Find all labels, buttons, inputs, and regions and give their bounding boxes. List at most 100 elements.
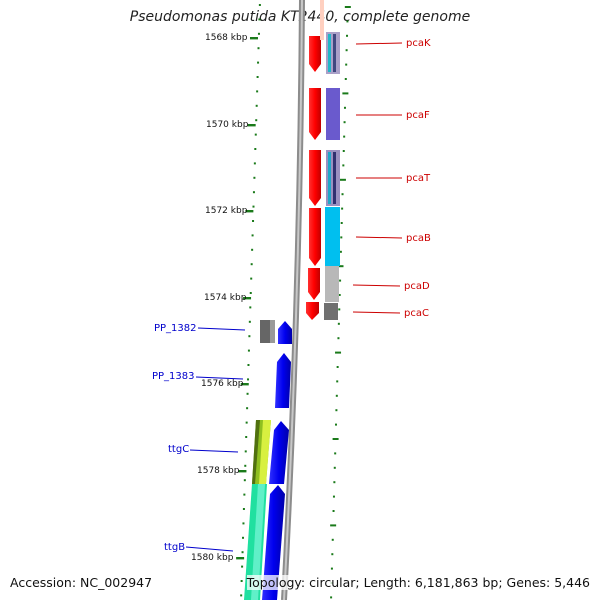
ring-dot [252, 191, 255, 194]
kbp-label: 1578 kbp [197, 466, 240, 476]
ring-dot [257, 32, 260, 35]
kbp-tick [243, 297, 252, 300]
label-leader-lines [185, 42, 403, 552]
kbp-scale [236, 37, 258, 560]
forward-strand-genes [306, 0, 324, 320]
feature-block-pcaF [326, 88, 340, 140]
ring-dot [250, 277, 253, 280]
ring-dot [247, 364, 250, 366]
ring-dot [253, 176, 256, 179]
ring-dot [330, 596, 333, 599]
ring-dot [337, 322, 340, 325]
ring-dot [343, 121, 346, 124]
ring-dot [337, 265, 344, 268]
feature-block-pcaB [325, 207, 340, 266]
gene-arrow-pcaF [309, 88, 321, 140]
leader-line [185, 546, 234, 552]
leader-line [195, 376, 244, 380]
ring-dot [252, 220, 255, 222]
gene-arrow-pcaK [309, 36, 321, 72]
gene-label: pcaF [406, 110, 430, 121]
ring-dot [331, 538, 334, 541]
gene-label: pcaD [404, 281, 430, 292]
ring-dot [246, 392, 249, 395]
ring-dot [333, 466, 336, 469]
gene-arrow-ttgB [262, 485, 285, 600]
ring-dot [334, 423, 337, 426]
ring-dot [339, 250, 342, 253]
ring-dot [332, 510, 335, 512]
gene-arrow-PP_1382 [278, 321, 292, 344]
ring-dot [339, 178, 346, 181]
ring-dot [252, 205, 255, 208]
ring-dot [331, 553, 334, 556]
leader-line [355, 42, 403, 45]
kbp-tick [238, 470, 247, 473]
ring-dot [255, 104, 258, 107]
gene-label: PP_1382 [154, 323, 197, 334]
kbp-label: 1572 kbp [205, 206, 248, 216]
ring-dot [258, 4, 261, 6]
ring-dot [241, 565, 244, 568]
kbp-label: 1570 kbp [206, 120, 249, 130]
ring-dot [251, 248, 254, 251]
ring-dot [248, 335, 251, 338]
ring-dot [335, 409, 338, 412]
ring-dot [345, 63, 348, 66]
outer-tick-ring [240, 4, 261, 597]
kbp-label: 1576 kbp [201, 379, 244, 389]
ring-dot [240, 580, 243, 582]
kbp-label: 1574 kbp [204, 293, 247, 303]
gene-label: pcaC [404, 308, 429, 319]
ring-dot [343, 135, 346, 138]
ring-dot [258, 18, 261, 21]
gene-arrow-PP_1383 [275, 353, 291, 408]
leader-line [197, 327, 246, 331]
reverse-feature-blocks [244, 320, 275, 600]
ring-dot [336, 366, 339, 368]
ring-dot [340, 236, 343, 239]
ring-dot [330, 567, 333, 570]
gene-arrow-pcaD [308, 268, 320, 300]
ring-dot [346, 20, 349, 23]
ring-dot [332, 438, 339, 440]
ring-dot [244, 450, 247, 453]
ring-dot [332, 495, 335, 498]
ring-dot [341, 207, 344, 210]
ring-dot [241, 551, 244, 554]
gene-label: pcaK [406, 38, 431, 49]
kbp-label: 1568 kbp [205, 33, 248, 43]
gene-arrow-pcaT [309, 150, 321, 206]
ring-dot [254, 133, 257, 136]
ring-dot [337, 337, 340, 340]
ring-dot [245, 421, 248, 424]
genome-backbone [281, 0, 305, 600]
ring-dot [245, 436, 248, 438]
ring-dot [240, 594, 243, 597]
leader-line [355, 236, 403, 239]
ring-dot [243, 479, 246, 482]
accession-text: Accession: NC_002947 [10, 575, 153, 590]
ring-dot [341, 193, 344, 196]
gene-label: PP_1383 [152, 371, 195, 382]
ring-dot [254, 148, 257, 150]
ring-dot [334, 452, 337, 455]
gene-arrow-ttgC [269, 421, 289, 484]
kbp-label: 1580 kbp [191, 553, 234, 563]
ring-dot [343, 106, 346, 109]
gene-arrow-pcaB [309, 208, 321, 266]
gene-label: ttgB [164, 542, 185, 553]
ring-dot [256, 90, 259, 93]
ring-dot [342, 150, 345, 152]
ring-dot [333, 481, 336, 484]
ring-dot [243, 493, 246, 496]
gene-arrow-pcaC [306, 302, 319, 320]
ring-dot [335, 351, 342, 354]
kbp-labels: 1568 kbp 1570 kbp 1572 kbp 1574 kbp 1576… [191, 33, 249, 563]
kbp-tick [240, 383, 249, 386]
kbp-tick [236, 557, 245, 560]
ring-dot [330, 524, 337, 527]
genome-backbone-highlight [283, 0, 303, 600]
ring-dot [342, 164, 345, 167]
